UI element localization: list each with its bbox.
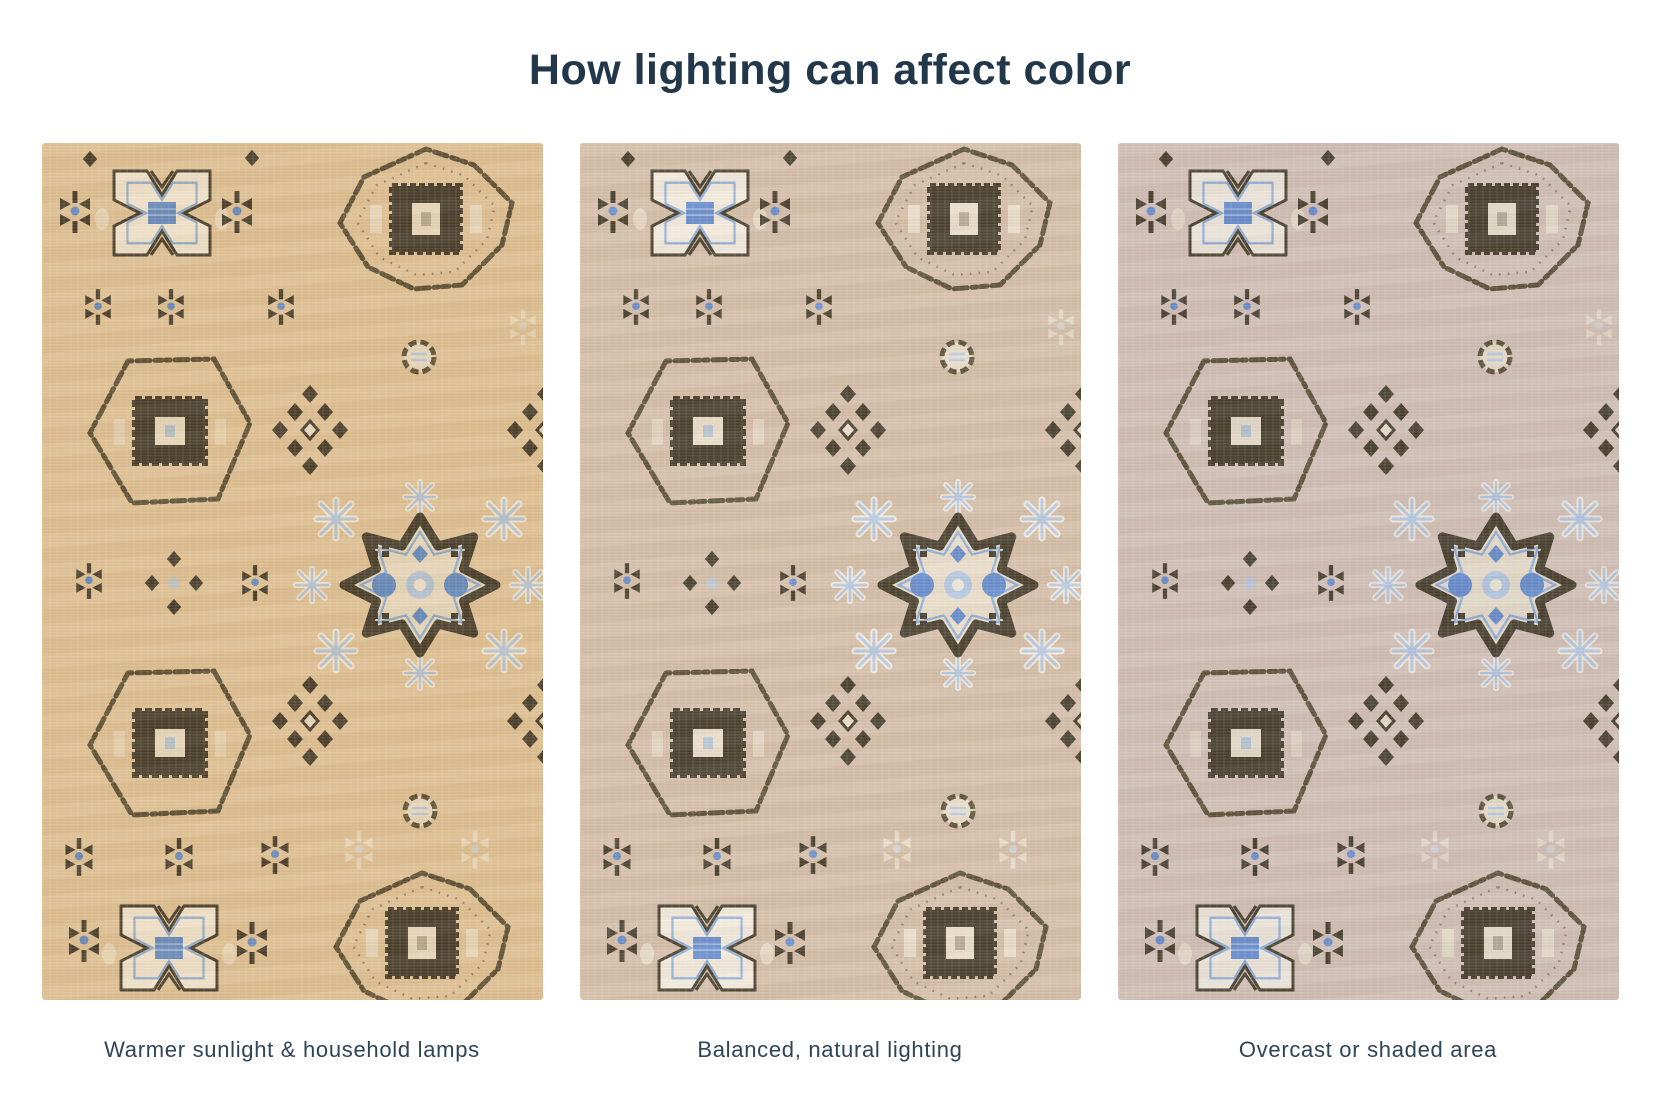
caption-overcast-lighting: Overcast or shaded area xyxy=(1238,1037,1498,1063)
panels-row: Warmer sunlight & household lamps Balanc… xyxy=(0,143,1660,1063)
rug-image-warm xyxy=(41,143,543,1001)
rug-image-overcast xyxy=(1117,143,1619,1001)
rug-image-balanced xyxy=(579,143,1081,1001)
rug-artwork xyxy=(580,143,1081,1000)
rug-artwork xyxy=(42,143,543,1000)
rug-artwork xyxy=(1118,143,1619,1000)
caption-balanced-lighting: Balanced, natural lighting xyxy=(697,1037,963,1063)
page-title: How lighting can affect color xyxy=(528,46,1132,94)
caption-warm-lighting: Warmer sunlight & household lamps xyxy=(104,1037,480,1063)
panel-balanced-lighting: Balanced, natural lighting xyxy=(579,143,1081,1063)
panel-warm-lighting: Warmer sunlight & household lamps xyxy=(41,143,543,1063)
panel-overcast-lighting: Overcast or shaded area xyxy=(1117,143,1619,1063)
